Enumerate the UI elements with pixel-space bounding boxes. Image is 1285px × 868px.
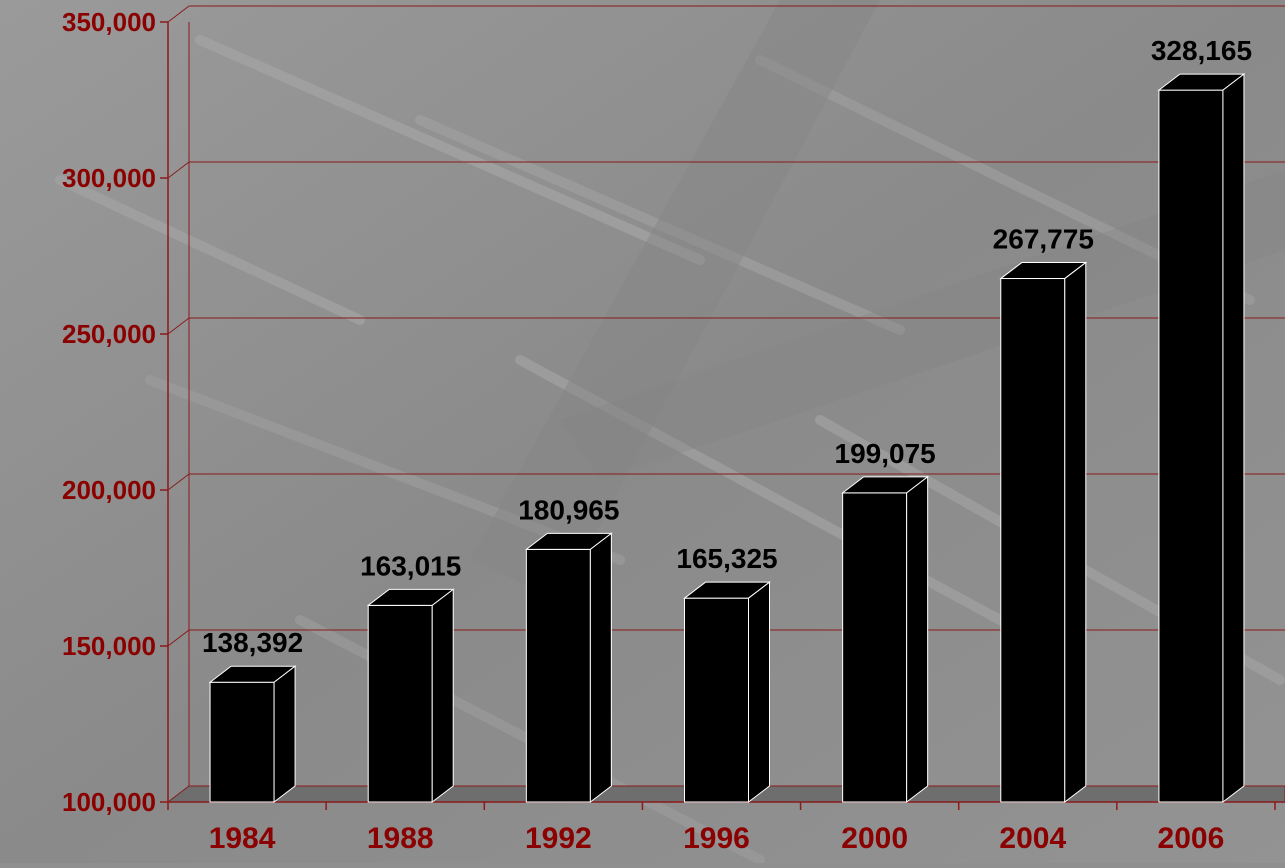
bar-front xyxy=(684,597,749,803)
bar-side xyxy=(431,588,454,804)
x-tick-label: 2000 xyxy=(841,822,908,855)
bar-front xyxy=(367,604,433,803)
data-label: 138,392 xyxy=(202,627,303,658)
bar-side xyxy=(748,581,770,804)
data-label: 199,075 xyxy=(835,438,936,469)
bar xyxy=(999,261,1088,804)
background-texture xyxy=(55,0,1285,865)
bar xyxy=(208,665,297,804)
bar xyxy=(366,588,455,804)
y-tick-label: 100,000 xyxy=(62,787,156,817)
bar-side xyxy=(273,665,296,804)
bar-side xyxy=(906,475,929,804)
bar-front xyxy=(1158,89,1224,803)
data-label: 328,165 xyxy=(1151,35,1252,66)
gridline-depth xyxy=(167,473,190,491)
data-label: 165,325 xyxy=(676,543,777,574)
data-label: 163,015 xyxy=(360,550,461,581)
texture-beam xyxy=(470,0,880,600)
x-tick-label: 2006 xyxy=(1158,822,1225,855)
bar xyxy=(841,475,930,804)
y-tick-label: 150,000 xyxy=(62,631,156,661)
y-tick-label: 350,000 xyxy=(62,7,156,37)
gridline-depth xyxy=(167,629,190,647)
bar xyxy=(1157,73,1246,804)
gridline-depth xyxy=(167,317,190,335)
texture-streak xyxy=(415,115,905,335)
texture-streak xyxy=(145,375,625,565)
data-label: 267,775 xyxy=(993,224,1094,255)
texture-streak xyxy=(55,175,365,325)
x-tick-label: 2004 xyxy=(999,822,1066,855)
bar-front xyxy=(525,548,591,803)
bar-front xyxy=(1000,278,1066,803)
bar-front xyxy=(842,492,908,803)
x-tick-label: 1988 xyxy=(367,822,434,855)
bar xyxy=(683,581,771,804)
bar-front xyxy=(209,681,275,803)
bar-side xyxy=(1064,261,1087,804)
y-tick-label: 200,000 xyxy=(62,475,156,505)
bar-side xyxy=(589,532,612,804)
gridline-depth xyxy=(167,161,190,179)
gridline-depth xyxy=(167,5,190,23)
bar xyxy=(524,532,613,804)
bar-side xyxy=(1222,73,1245,804)
y-tick-label: 250,000 xyxy=(62,319,156,349)
x-tick-label: 1996 xyxy=(683,822,750,855)
y-tick-label: 300,000 xyxy=(62,163,156,193)
x-tick-label: 1992 xyxy=(525,822,592,855)
x-tick-label: 1984 xyxy=(209,822,276,855)
texture-streak xyxy=(195,35,705,265)
texture-beam xyxy=(560,170,1285,480)
data-label: 180,965 xyxy=(518,494,619,525)
